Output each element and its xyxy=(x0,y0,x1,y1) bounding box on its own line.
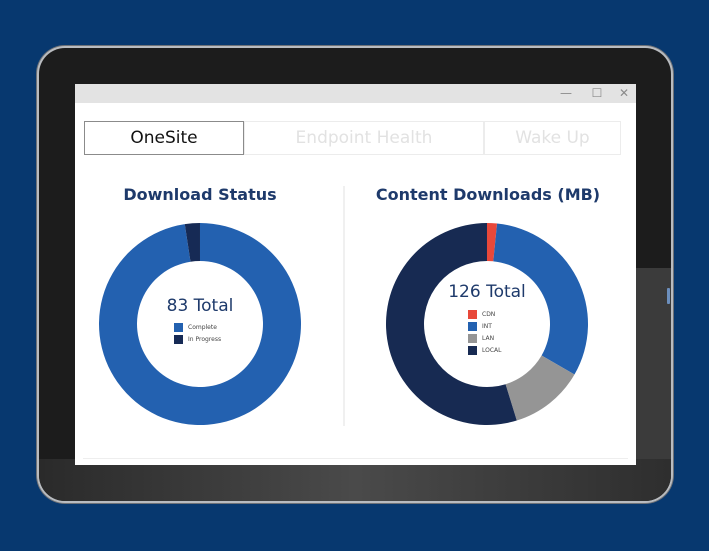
title-bar: — ☐ ✕ xyxy=(75,84,636,103)
total-label-download-status: 83 Total xyxy=(166,296,234,316)
tablet-side-button xyxy=(667,288,670,304)
tab-endpoint-health[interactable]: Endpoint Health xyxy=(244,121,484,155)
minimize-button[interactable]: — xyxy=(560,86,572,100)
window-bottom-border xyxy=(83,458,628,459)
tab-onesite[interactable]: OneSite xyxy=(84,121,244,155)
legend-swatch xyxy=(468,309,477,319)
donut-segment-lan xyxy=(505,355,575,421)
legend-label: In Progress xyxy=(188,335,222,343)
close-button[interactable]: ✕ xyxy=(618,86,630,100)
legend-swatch xyxy=(468,321,477,331)
frame-sheen-bottom xyxy=(39,459,671,501)
legend-item: INT xyxy=(468,320,502,332)
donut-segment-in-progress xyxy=(184,223,200,262)
legend-content-downloads: CDN INT LAN LOCAL xyxy=(468,308,502,356)
legend-download-status: Complete In Progress xyxy=(174,321,221,345)
legend-item: In Progress xyxy=(174,333,221,345)
tab-wake-up[interactable]: Wake Up xyxy=(484,121,621,155)
donut-segment-local xyxy=(385,223,517,425)
total-label-content-downloads: 126 Total xyxy=(448,282,526,302)
legend-label: CDN xyxy=(482,310,496,318)
maximize-button[interactable]: ☐ xyxy=(591,86,603,100)
legend-label: LOCAL xyxy=(482,346,502,354)
legend-item: LOCAL xyxy=(468,344,502,356)
app-window: — ☐ ✕ OneSite Endpoint Health Wake Up Do… xyxy=(75,84,636,465)
tab-bar: OneSite Endpoint Health Wake Up xyxy=(84,121,621,155)
donut-segment-cdn xyxy=(487,223,498,262)
legend-swatch xyxy=(468,333,477,343)
donut-segment-complete xyxy=(98,223,301,425)
legend-label: INT xyxy=(482,322,492,330)
donut-chart-content-downloads xyxy=(385,223,588,425)
donut-segment-int xyxy=(493,223,588,375)
legend-swatch xyxy=(468,345,477,355)
chart-title-content-downloads: Content Downloads (MB) xyxy=(375,185,601,204)
legend-label: LAN xyxy=(482,334,495,342)
legend-swatch xyxy=(174,334,183,344)
legend-item: Complete xyxy=(174,321,221,333)
donut-chart-download-status xyxy=(98,223,301,425)
legend-item: LAN xyxy=(468,332,502,344)
chart-divider xyxy=(343,186,345,426)
legend-label: Complete xyxy=(188,323,217,331)
legend-item: CDN xyxy=(468,308,502,320)
legend-swatch xyxy=(174,322,183,332)
chart-title-download-status: Download Status xyxy=(123,185,277,204)
